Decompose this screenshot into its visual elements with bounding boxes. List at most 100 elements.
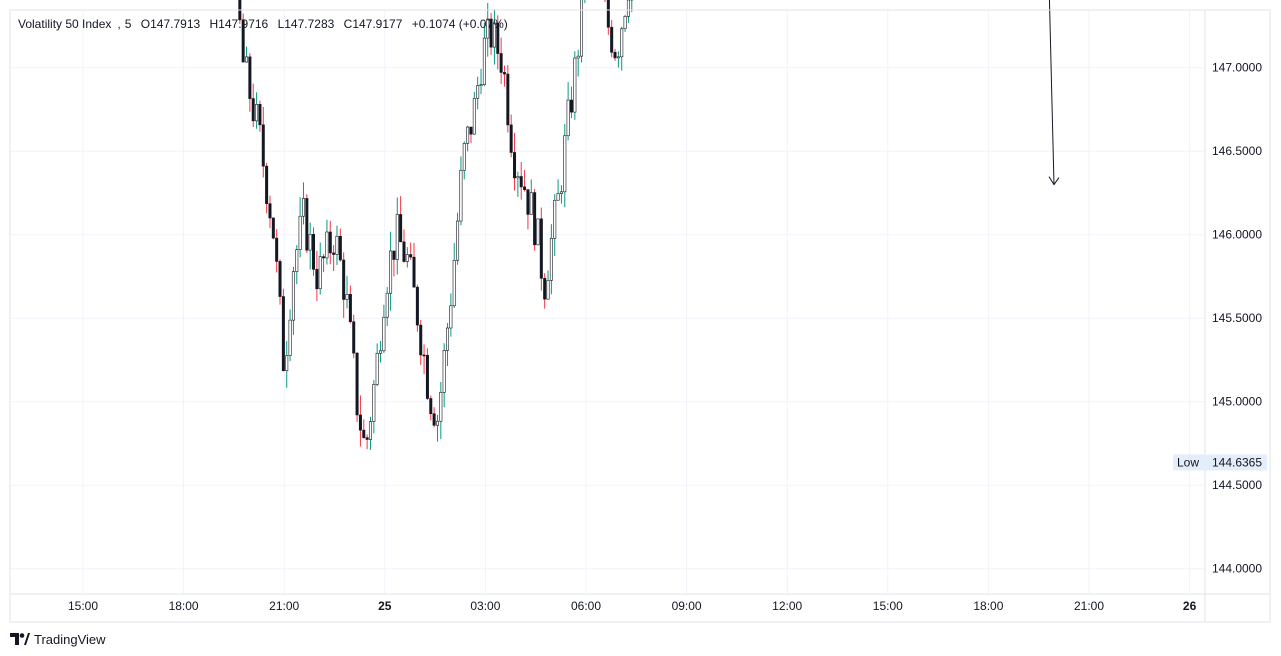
candle-body: [502, 72, 506, 75]
y-tick-label: 145.0000: [1212, 395, 1262, 409]
projection-arrowhead: [1048, 176, 1060, 186]
tradingview-logo-icon: [10, 633, 30, 645]
candle-body: [519, 176, 523, 188]
candle-body: [543, 277, 547, 300]
candle-body: [606, 0, 610, 28]
candle-body: [365, 437, 369, 440]
candle-body: [479, 84, 483, 86]
candle-body: [576, 55, 580, 59]
candle-body: [395, 214, 399, 260]
candle-body: [529, 192, 533, 215]
candle-body: [305, 198, 309, 251]
candle-body: [456, 220, 460, 261]
candle-body: [241, 19, 245, 63]
projection-drawing: [1048, 0, 1060, 186]
x-tick-label: 12:00: [772, 599, 802, 613]
legend-change: +0.1074 (+0.07%): [411, 17, 508, 31]
axes: 15:00 18:00 21:00 25 03:00 06:00 09:00 12:00 15:…: [9, 9, 1271, 623]
candle-body: [492, 22, 496, 48]
legend-open: O147.7913: [140, 17, 201, 31]
candle-body: [248, 56, 252, 99]
candle-body: [278, 261, 282, 297]
candle-body: [328, 231, 332, 254]
candle-body: [419, 324, 423, 356]
y-tick-label: 145.5000: [1212, 311, 1262, 325]
candle-body: [268, 203, 272, 219]
candle-body: [402, 241, 406, 262]
x-tick-label: 18:00: [169, 599, 199, 613]
candle-body: [412, 256, 416, 288]
candle-body: [533, 192, 537, 246]
candle-body: [338, 235, 342, 261]
x-tick-label: 09:00: [672, 599, 702, 613]
candle-body: [265, 165, 269, 204]
candle-body: [536, 218, 540, 246]
candle-body: [425, 354, 429, 399]
candle-body: [449, 305, 453, 329]
tradingview-branding[interactable]: TradingView: [10, 630, 106, 648]
candle-body: [466, 126, 470, 144]
candle-body: [375, 352, 379, 385]
candle-body: [288, 319, 292, 356]
candle-body: [539, 218, 543, 279]
legend-high: H147.9716: [209, 17, 269, 31]
candle-body: [446, 327, 450, 351]
candle-body: [486, 18, 490, 39]
candle-body: [368, 421, 372, 440]
candle-body: [399, 214, 403, 243]
x-tick-label: 06:00: [571, 599, 601, 613]
low-tag-value: 144.6365: [1212, 455, 1262, 469]
candle-body: [308, 234, 312, 251]
candle-body: [258, 104, 262, 126]
candle-body: [626, 0, 630, 17]
candle-body: [275, 237, 279, 262]
candle-body: [415, 286, 419, 326]
x-tick-label: 15:00: [873, 599, 903, 613]
candle-body: [563, 135, 567, 193]
legend-low: L147.7283: [277, 17, 335, 31]
candle-body: [556, 193, 560, 201]
candle-body: [523, 186, 527, 190]
candle-body: [513, 152, 517, 179]
y-tick-label: 147.0000: [1212, 61, 1262, 75]
candle-body: [255, 104, 259, 122]
x-tick-label: 25: [378, 599, 392, 613]
candle-body: [355, 352, 359, 416]
candle-body: [442, 350, 446, 393]
candle-body: [459, 169, 463, 222]
candlestick-series: [238, 0, 634, 450]
candle-body: [405, 254, 409, 262]
candle-body: [261, 124, 265, 167]
candle-body: [345, 294, 349, 300]
x-tick-label: 21:00: [1074, 599, 1104, 613]
price-axis-labels: 149.7816148.8501147.917702:40High149.793…: [1173, 454, 1267, 471]
candle-body: [462, 143, 466, 171]
chart-grid: [10, 10, 1205, 594]
candle-body: [295, 249, 299, 272]
candle-body: [509, 124, 513, 153]
candle-body: [382, 316, 386, 352]
candle-body: [312, 234, 316, 270]
candle-body: [245, 56, 249, 63]
candle-body: [452, 259, 456, 307]
candle-body: [569, 99, 573, 113]
candle-body: [352, 321, 356, 354]
legend-symbol[interactable]: Volatility 50 Index: [18, 17, 112, 31]
candle-body: [623, 16, 627, 30]
candle-body: [315, 269, 319, 290]
candle-body: [372, 384, 376, 422]
candle-body: [616, 56, 620, 59]
candle-body: [613, 51, 617, 59]
low-tag-label: Low: [1177, 455, 1199, 469]
candle-body: [506, 73, 510, 126]
candle-body: [610, 26, 614, 53]
y-tick-label: 146.5000: [1212, 144, 1262, 158]
candle-body: [409, 254, 413, 258]
candle-body: [489, 18, 493, 48]
candle-body: [348, 294, 352, 323]
candle-body: [432, 413, 436, 426]
candle-body: [301, 198, 305, 217]
candle-body: [439, 391, 443, 422]
chart-frame: [9, 9, 1271, 623]
